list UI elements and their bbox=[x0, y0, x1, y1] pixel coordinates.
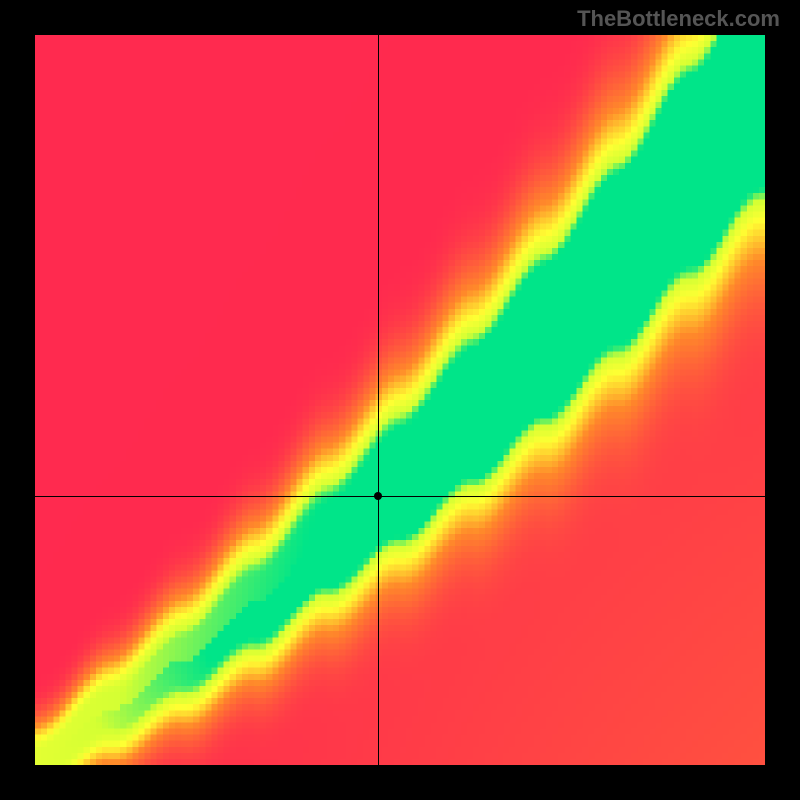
crosshair-vertical bbox=[378, 35, 379, 765]
marker-dot bbox=[374, 492, 382, 500]
crosshair-horizontal bbox=[35, 496, 765, 497]
plot-area bbox=[35, 35, 765, 765]
watermark-text: TheBottleneck.com bbox=[577, 6, 780, 32]
heatmap-canvas bbox=[35, 35, 765, 765]
